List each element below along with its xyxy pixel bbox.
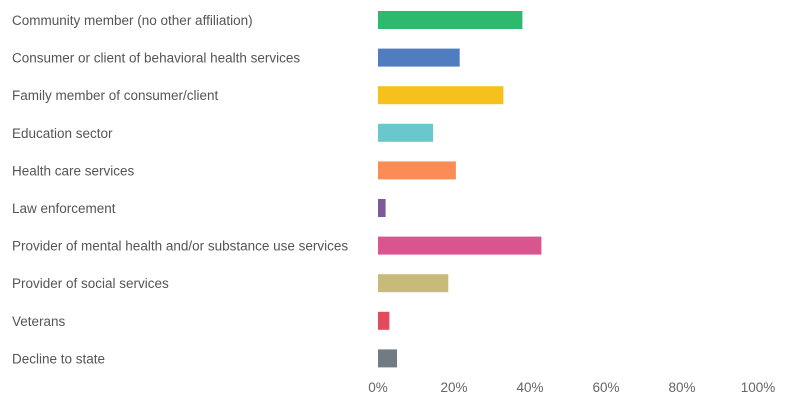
bar <box>378 123 434 142</box>
category-label: Education sector <box>12 126 113 141</box>
bar <box>378 199 386 217</box>
x-tick-label: 20% <box>440 380 467 395</box>
x-tick-label: 60% <box>592 380 619 395</box>
bar <box>378 274 449 293</box>
category-label: Decline to state <box>12 351 105 366</box>
category-label: Veterans <box>12 314 66 329</box>
bar <box>378 48 460 67</box>
bars <box>378 11 542 368</box>
category-label: Law enforcement <box>12 201 116 216</box>
bar <box>378 349 397 368</box>
category-label: Health care services <box>12 163 135 178</box>
bar <box>378 236 542 255</box>
category-label: Community member (no other affiliation) <box>12 13 253 28</box>
category-label: Family member of consumer/client <box>12 88 219 103</box>
x-tick-label: 100% <box>741 380 776 395</box>
category-labels: Community member (no other affiliation) C… <box>12 13 348 366</box>
bar <box>378 86 504 105</box>
x-tick-label: 40% <box>516 380 543 395</box>
bar <box>378 311 390 330</box>
bar <box>378 161 456 180</box>
x-tick-label: 0% <box>368 380 388 395</box>
bar <box>378 11 523 29</box>
x-tick-label: 80% <box>668 380 695 395</box>
category-label: Consumer or client of behavioral health … <box>12 51 300 66</box>
x-axis-ticks: 0% 20% 40% 60% 80% 100% <box>368 380 775 395</box>
category-label: Provider of social services <box>12 276 169 291</box>
category-label: Provider of mental health and/or substan… <box>12 239 348 254</box>
